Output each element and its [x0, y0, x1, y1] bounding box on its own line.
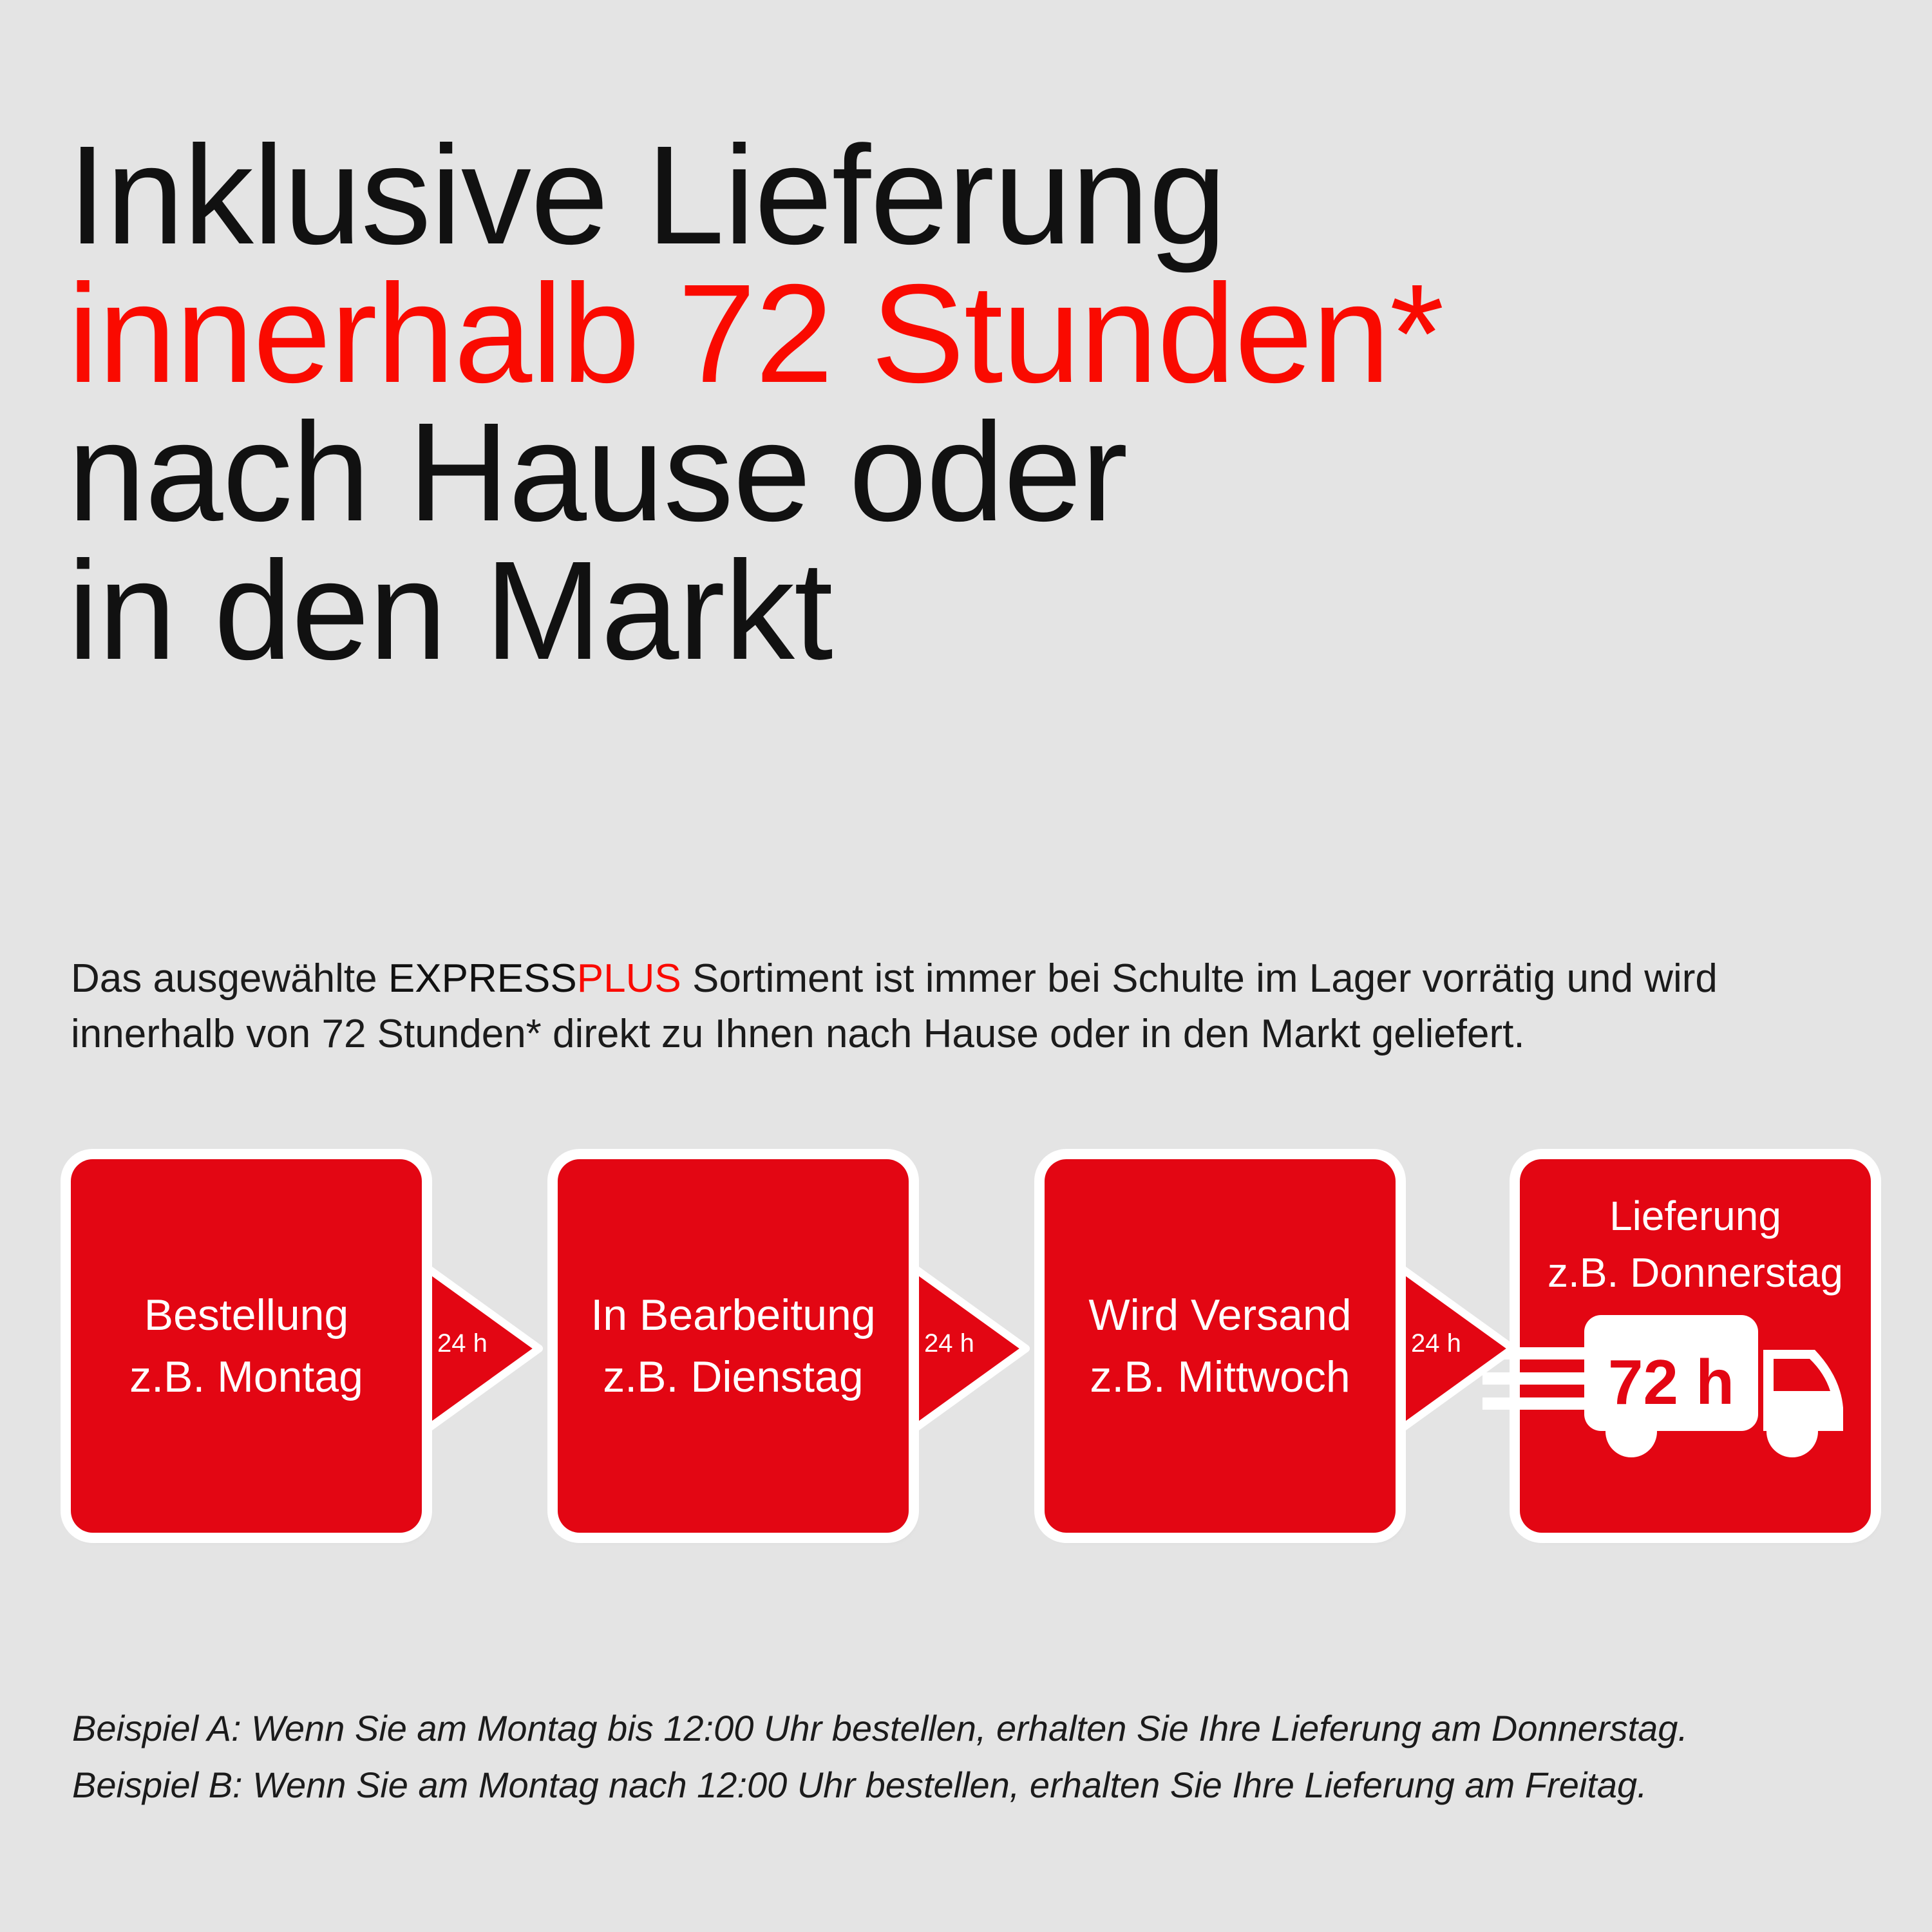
- examples-footnote: Beispiel A: Wenn Sie am Montag bis 12:00…: [72, 1700, 1850, 1814]
- delivery-truck-icon: 72 h: [1482, 1311, 1862, 1472]
- intro-text-after: Sortiment ist immer bei Schulte im Lager…: [71, 956, 1718, 1056]
- flow-arrow-2: 24 h: [911, 1265, 1030, 1432]
- flow-arrow-3: 24 h: [1398, 1265, 1517, 1432]
- intro-text-before: Das ausgewählte: [71, 956, 388, 1001]
- brand-express-label: EXPRESS: [388, 956, 577, 1001]
- flow-arrow-1: 24 h: [424, 1265, 543, 1432]
- flow-arrow-3-label: 24 h: [1411, 1329, 1461, 1358]
- flow-step-processing-line2: z.B. Dienstag: [603, 1352, 864, 1401]
- headline-line-1: Inklusive Lieferung: [68, 117, 1227, 274]
- flow-step-order-line1: Bestellung: [144, 1291, 349, 1340]
- flow-step-order-line2: z.B. Montag: [129, 1352, 363, 1401]
- headline-line-2: innerhalb 72 Stunden*: [68, 256, 1444, 412]
- flow-step-order[interactable]: Bestellung z.B. Montag: [71, 1159, 422, 1533]
- flow-step-processing[interactable]: In Bearbeitung z.B. Dienstag: [558, 1159, 909, 1533]
- intro-paragraph: Das ausgewählte EXPRESSPLUS Sortiment is…: [71, 951, 1848, 1062]
- example-line-b: Beispiel B: Wenn Sie am Montag nach 12:0…: [72, 1765, 1647, 1805]
- flow-step-processing-line1: In Bearbeitung: [591, 1291, 876, 1340]
- flow-step-shipping-line1: Wird Versand: [1088, 1291, 1352, 1340]
- truck-badge-text: 72 h: [1608, 1347, 1734, 1417]
- flow-step-delivery-line1: Lieferung: [1609, 1193, 1781, 1239]
- headline-line-4: in den Markt: [68, 533, 833, 689]
- flow-step-shipping-line2: z.B. Mittwoch: [1090, 1352, 1350, 1401]
- flow-step-delivery[interactable]: Lieferung z.B. Donnerstag: [1482, 1159, 1871, 1533]
- example-line-a: Beispiel A: Wenn Sie am Montag bis 12:00…: [72, 1708, 1688, 1748]
- process-flow: 24 h 24 h 24 h Bestellung z.B. Montag In…: [0, 1159, 1932, 1558]
- flow-arrow-1-label: 24 h: [437, 1329, 488, 1358]
- flow-step-delivery-line2: z.B. Donnerstag: [1548, 1249, 1843, 1296]
- flow-arrow-2-label: 24 h: [924, 1329, 974, 1358]
- flow-step-shipping[interactable]: Wird Versand z.B. Mittwoch: [1045, 1159, 1396, 1533]
- page-title: Inklusive Lieferung innerhalb 72 Stunden…: [68, 117, 1871, 689]
- brand-plus-label: PLUS: [576, 956, 681, 1001]
- headline-line-3: nach Hause oder: [68, 394, 1128, 551]
